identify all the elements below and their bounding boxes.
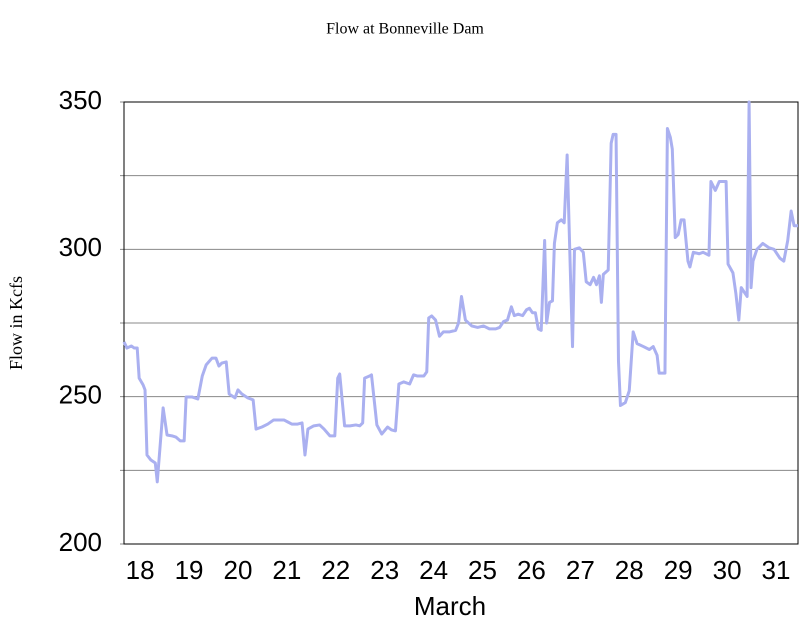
x-tick-label: 27 [566,555,595,585]
x-tick-label: 19 [175,555,204,585]
plot-frame [123,101,799,545]
x-tick-label: 28 [615,555,644,585]
y-tick-label: 300 [59,232,102,262]
x-tick-label: 18 [126,555,155,585]
x-tick-label: 23 [370,555,399,585]
x-tick-label: 21 [272,555,301,585]
y-axis-label: Flow in Kcfs [6,276,26,370]
x-tick-label: 22 [321,555,350,585]
x-tick-label: 26 [517,555,546,585]
x-tick-label: 25 [468,555,497,585]
x-axis-label: March [414,591,486,621]
x-tick-label: 29 [664,555,693,585]
y-tick-label: 250 [59,380,102,410]
x-tick-label: 31 [762,555,791,585]
x-tick-label: 24 [419,555,448,585]
x-tick-label: 20 [224,555,253,585]
chart-title: Flow at Bonneville Dam [326,21,484,38]
y-tick-label: 200 [59,527,102,557]
data-line [122,100,798,484]
y-tick-label: 350 [59,85,102,115]
x-tick-label: 30 [713,555,742,585]
